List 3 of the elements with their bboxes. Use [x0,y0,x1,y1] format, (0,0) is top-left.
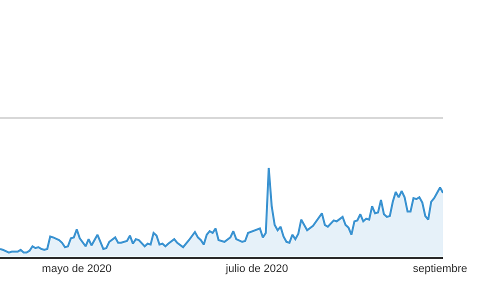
x-tick-label: julio de 2020 [224,262,288,275]
x-tick-label: septiembre [412,262,468,275]
x-tick-label: mayo de 2020 [42,262,112,275]
